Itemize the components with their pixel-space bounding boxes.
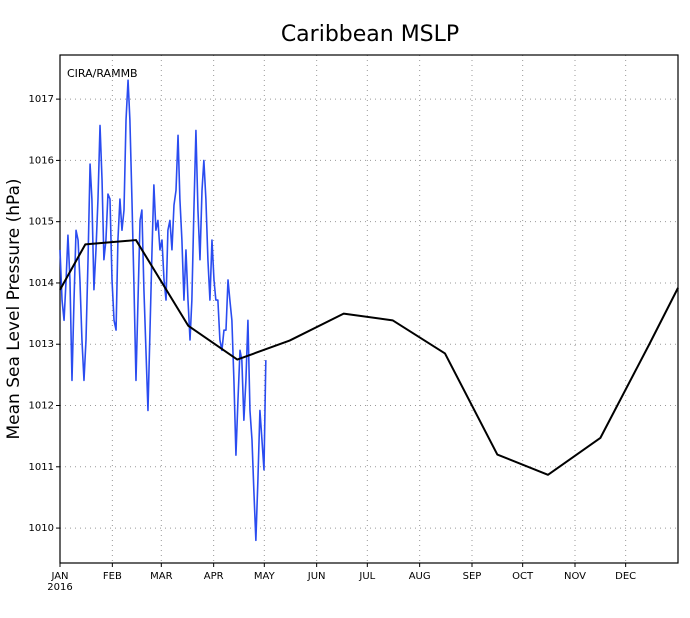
x-tick-sublabel: 2016 bbox=[47, 582, 72, 593]
x-tick-label: MAY bbox=[254, 571, 276, 582]
x-tick-label: JAN bbox=[50, 571, 68, 582]
y-tick-label: 1014 bbox=[29, 278, 54, 289]
x-tick-label: MAR bbox=[150, 571, 172, 582]
x-tick-label: SEP bbox=[463, 571, 482, 582]
y-tick-label: 1012 bbox=[29, 401, 54, 412]
y-axis-label: Mean Sea Level Pressure (hPa) bbox=[4, 178, 24, 439]
x-tick-label: AUG bbox=[409, 571, 431, 582]
y-tick-label: 1010 bbox=[29, 523, 54, 534]
y-tick-label: 1016 bbox=[29, 155, 54, 166]
x-tick-label: FEB bbox=[103, 571, 122, 582]
annotation: CIRA/RAMMB bbox=[67, 67, 138, 80]
chart-title: Caribbean MSLP bbox=[281, 22, 459, 47]
x-tick-label: APR bbox=[204, 571, 224, 582]
line-series bbox=[59, 79, 267, 542]
y-tick-label: 1017 bbox=[29, 94, 54, 105]
line-series bbox=[59, 239, 679, 476]
x-tick-label: NOV bbox=[564, 571, 586, 582]
y-tick-label: 1013 bbox=[29, 339, 54, 350]
x-tick-label: DEC bbox=[615, 571, 636, 582]
y-tick-label: 1015 bbox=[29, 217, 54, 228]
x-tick-label: OCT bbox=[512, 571, 534, 582]
y-tick-label: 1011 bbox=[29, 462, 54, 473]
x-tick-label: JUL bbox=[358, 571, 375, 582]
plot-frame bbox=[59, 54, 679, 564]
x-tick-label: JUN bbox=[307, 571, 326, 582]
